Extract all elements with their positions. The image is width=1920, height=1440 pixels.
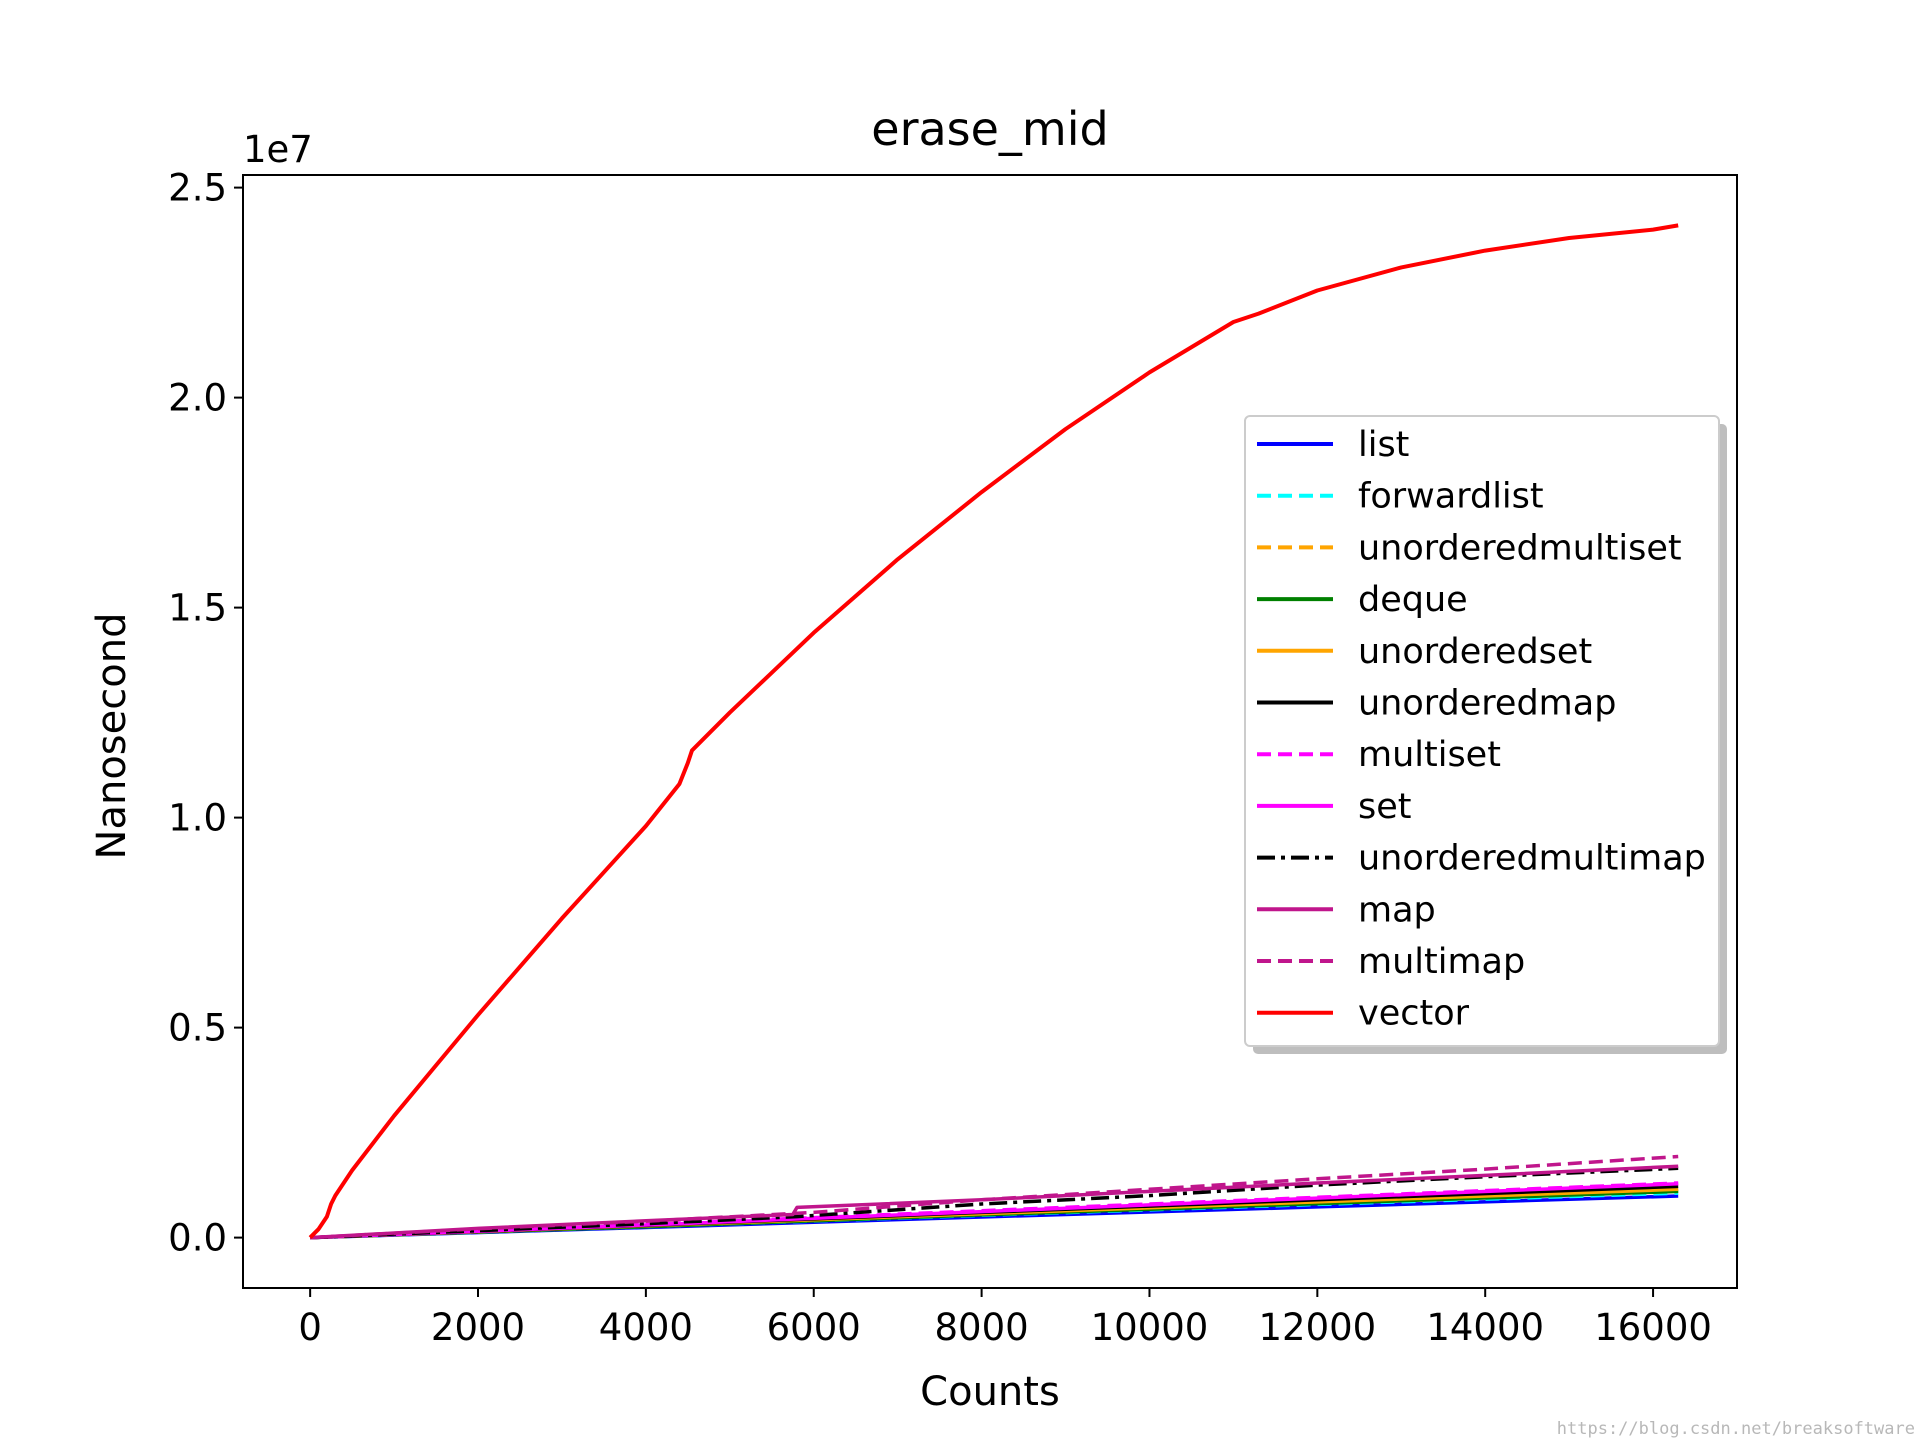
chart-title: erase_mid: [871, 102, 1108, 156]
legend-label-multiset: multiset: [1358, 735, 1501, 775]
x-tick-label: 2000: [431, 1306, 525, 1349]
x-tick-label: 0: [298, 1306, 322, 1349]
series-line-set: [310, 1182, 1679, 1240]
y-tick-label: 0.5: [168, 1007, 227, 1050]
x-tick-label: 8000: [935, 1306, 1029, 1349]
x-tick-label: 10000: [1091, 1306, 1209, 1349]
x-tick-label: 14000: [1426, 1306, 1544, 1349]
y-offset-label: 1e7: [243, 128, 313, 171]
legend: list forwardlist unorderedmultiset deque uno…: [1244, 415, 1727, 1054]
legend-label-unorderedset: unorderedset: [1358, 632, 1592, 672]
y-tick-label: 2.0: [168, 377, 227, 420]
series-line-multimap: [310, 1154, 1679, 1240]
y-tick-label: 1.0: [168, 797, 227, 840]
legend-label-unorderedmultimap: unorderedmultimap: [1358, 839, 1706, 879]
legend-label-unorderedmap: unorderedmap: [1358, 684, 1616, 724]
legend-label-map: map: [1358, 890, 1436, 930]
ticks-layer: 0 2000 4000 6000 8000 10000 12000 14000 16000 0.0…: [168, 167, 1712, 1349]
y-tick-label: 0.0: [168, 1217, 227, 1260]
legend-label-multimap: multimap: [1358, 942, 1525, 982]
plot-frame: [242, 174, 1738, 1289]
legend-label-unorderedmultiset: unorderedmultiset: [1358, 528, 1682, 568]
x-tick-label: 12000: [1258, 1306, 1376, 1349]
y-tick-label: 1.5: [168, 587, 227, 630]
y-tick-label: 2.5: [168, 167, 227, 210]
legend-label-list: list: [1358, 425, 1409, 465]
y-axis-title: Nanosecond: [89, 613, 135, 860]
x-tick-label: 6000: [767, 1306, 861, 1349]
x-axis-title: Counts: [920, 1369, 1060, 1415]
legend-box: [1244, 415, 1720, 1047]
series-layer: [308, 223, 1679, 1240]
legend-label-forwardlist: forwardlist: [1358, 477, 1544, 517]
x-tick-label: 4000: [599, 1306, 693, 1349]
x-tick-label: 16000: [1594, 1306, 1712, 1349]
watermark: https://blog.csdn.net/breaksoftware: [1557, 1419, 1915, 1439]
legend-label-deque: deque: [1358, 580, 1468, 620]
series-line-vector: [308, 223, 1679, 1240]
legend-label-set: set: [1358, 787, 1412, 827]
legend-label-vector: vector: [1358, 994, 1470, 1034]
